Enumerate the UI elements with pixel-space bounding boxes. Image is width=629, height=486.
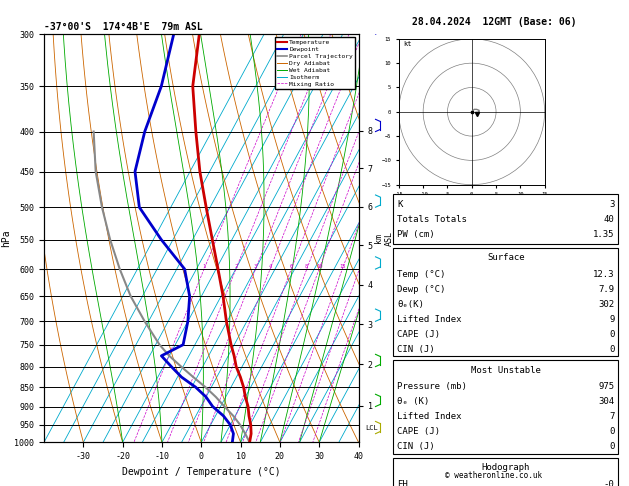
Text: 12.3: 12.3 xyxy=(593,270,615,279)
Text: Most Unstable: Most Unstable xyxy=(470,365,541,375)
Text: 40: 40 xyxy=(604,215,615,224)
Text: Hodograph: Hodograph xyxy=(482,463,530,472)
Text: 1: 1 xyxy=(203,264,206,269)
Text: CIN (J): CIN (J) xyxy=(397,442,435,451)
Text: 6: 6 xyxy=(289,264,292,269)
Text: 1.35: 1.35 xyxy=(593,230,615,239)
Text: 0: 0 xyxy=(609,345,615,354)
Y-axis label: hPa: hPa xyxy=(1,229,11,247)
Text: EH: EH xyxy=(397,480,408,486)
Text: Lifted Index: Lifted Index xyxy=(397,315,462,324)
Text: 0: 0 xyxy=(609,330,615,339)
Text: 302: 302 xyxy=(598,300,615,309)
Text: CAPE (J): CAPE (J) xyxy=(397,427,440,436)
Text: θₑ (K): θₑ (K) xyxy=(397,397,429,406)
Legend: Temperature, Dewpoint, Parcel Trajectory, Dry Adiabat, Wet Adiabat, Isotherm, Mi: Temperature, Dewpoint, Parcel Trajectory… xyxy=(275,37,355,89)
Text: 975: 975 xyxy=(598,382,615,391)
Text: © weatheronline.co.uk: © weatheronline.co.uk xyxy=(445,471,542,480)
Text: Totals Totals: Totals Totals xyxy=(397,215,467,224)
Text: 304: 304 xyxy=(598,397,615,406)
Text: 9: 9 xyxy=(609,315,615,324)
Text: 4: 4 xyxy=(269,264,272,269)
Text: 28.04.2024  12GMT (Base: 06): 28.04.2024 12GMT (Base: 06) xyxy=(411,17,576,27)
Text: CAPE (J): CAPE (J) xyxy=(397,330,440,339)
Text: kt: kt xyxy=(404,41,412,47)
Text: 10: 10 xyxy=(316,264,322,269)
Text: Lifted Index: Lifted Index xyxy=(397,412,462,421)
Text: CIN (J): CIN (J) xyxy=(397,345,435,354)
Text: Dewp (°C): Dewp (°C) xyxy=(397,285,445,294)
Text: K: K xyxy=(397,200,403,208)
Text: 2: 2 xyxy=(234,264,237,269)
Text: 3: 3 xyxy=(254,264,257,269)
Text: 3: 3 xyxy=(609,200,615,208)
Text: 8: 8 xyxy=(305,264,308,269)
Text: 7.9: 7.9 xyxy=(598,285,615,294)
Text: LCL: LCL xyxy=(365,425,377,432)
Y-axis label: km
ASL: km ASL xyxy=(374,231,393,245)
Text: Temp (°C): Temp (°C) xyxy=(397,270,445,279)
Text: 0: 0 xyxy=(609,442,615,451)
Text: θₑ(K): θₑ(K) xyxy=(397,300,424,309)
Text: Surface: Surface xyxy=(487,253,525,262)
X-axis label: Dewpoint / Temperature (°C): Dewpoint / Temperature (°C) xyxy=(122,467,281,477)
Text: Pressure (mb): Pressure (mb) xyxy=(397,382,467,391)
Text: PW (cm): PW (cm) xyxy=(397,230,435,239)
Text: -0: -0 xyxy=(604,480,615,486)
Text: -37°00'S  174°4B'E  79m ASL: -37°00'S 174°4B'E 79m ASL xyxy=(44,22,203,32)
Text: 7: 7 xyxy=(609,412,615,421)
Text: 0: 0 xyxy=(609,427,615,436)
Text: 15: 15 xyxy=(339,264,345,269)
